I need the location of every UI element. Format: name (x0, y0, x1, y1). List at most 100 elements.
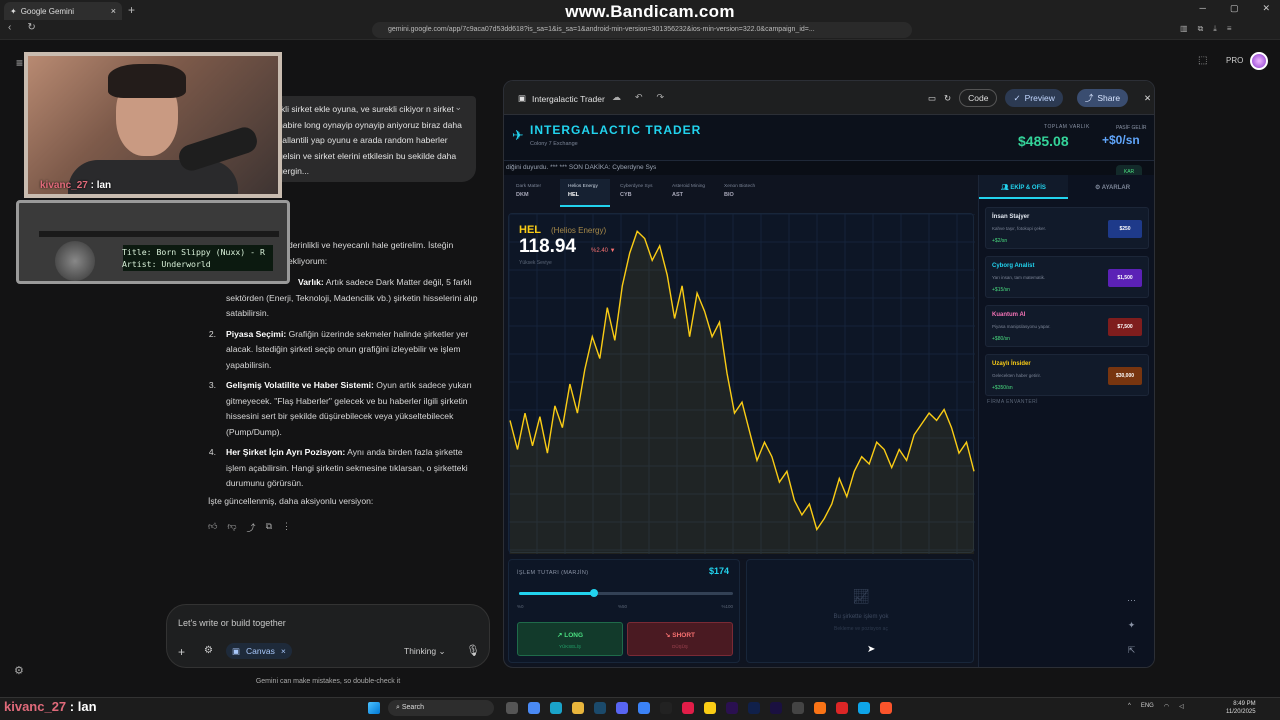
item-heading: Piyasa Seçimi: (226, 328, 287, 339)
cloud-icon[interactable]: ☁ (612, 92, 621, 102)
app-icon[interactable] (814, 702, 826, 714)
lang-indicator[interactable]: ENG (1140, 703, 1154, 709)
menu-icon[interactable]: ≡ (16, 56, 24, 70)
brave-icon[interactable] (880, 702, 892, 714)
app-icon[interactable] (682, 702, 694, 714)
thumbs-up-icon[interactable]: 👍︎ (208, 521, 218, 531)
hire-button[interactable]: $7,500 (1108, 318, 1142, 336)
task-view-icon[interactable] (506, 702, 518, 714)
discord-icon[interactable] (616, 702, 628, 714)
item-heading: Gelişmiş Volatilite ve Haber Sistemi: (226, 380, 374, 390)
download-icon[interactable]: ⤓ (1213, 24, 1217, 33)
company-tab[interactable]: Asteroid Mining AST (664, 179, 714, 207)
hire-button[interactable]: $1,500 (1108, 269, 1142, 287)
taskbar-search[interactable]: ⌕ Search (388, 700, 494, 716)
clock[interactable]: 8:49 PM 11/20/2025 (1226, 700, 1256, 716)
tab-settings[interactable]: ⚙ AYARLAR (1068, 175, 1154, 199)
expand-icon[interactable]: ⇱ (1127, 645, 1136, 655)
chrome-icon[interactable] (528, 702, 540, 714)
margin-label: İŞLEM TUTARI (MARJİN) (517, 570, 589, 576)
sparkle-icon[interactable]: ✦ (1127, 620, 1136, 630)
company-tab[interactable]: Xenon Biotech BIO (716, 179, 766, 207)
windows-start-icon[interactable] (368, 702, 380, 714)
url-field[interactable]: gemini.google.com/app/7c9aca07d53dd618?i… (372, 22, 912, 38)
steam-icon[interactable] (594, 702, 606, 714)
company-tab[interactable]: Helios Energy HEL (560, 179, 610, 207)
code-button[interactable]: Code (959, 89, 998, 107)
company-tab[interactable]: Cyberdyne Sys CYB (612, 179, 662, 207)
app-icon[interactable] (660, 702, 672, 714)
new-tab-icon[interactable]: + (128, 3, 136, 17)
redo-icon[interactable]: ↷ (656, 92, 665, 102)
close-icon[interactable]: × (280, 646, 286, 656)
back-icon[interactable]: ‹ (8, 22, 12, 33)
minimize-icon[interactable]: ─ (1199, 3, 1206, 13)
more-icon[interactable]: ⋮ (282, 521, 291, 531)
prompt-box[interactable] (166, 604, 490, 668)
hire-button[interactable]: $30,000 (1108, 367, 1142, 385)
response-closing: İşte güncellenmiş, daha aksiyonlu versiy… (208, 496, 374, 506)
extensions-icon[interactable]: ⧉ (1197, 24, 1204, 33)
app-icon[interactable] (704, 702, 716, 714)
microphone-icon[interactable]: 🎙︎ (466, 645, 480, 657)
price-line (509, 230, 975, 532)
price-chart: HEL (Helios Energy) 118.94 %2.40 ▼ Yükse… (508, 213, 975, 554)
hire-button[interactable]: $250 (1108, 220, 1142, 238)
after-effects-icon[interactable] (770, 702, 782, 714)
maximize-icon[interactable]: ▢ (1229, 3, 1239, 13)
sidebar-tabs: 👥︎ EKİP & OFİS ⚙ AYARLAR (979, 175, 1154, 199)
app-icon[interactable] (858, 702, 870, 714)
company-tab[interactable]: Dark Matter DKM (508, 179, 558, 207)
list-item: 4. Her Şirket İçin Ayrı Pozisyon: Aynı a… (208, 445, 480, 492)
add-icon[interactable]: + (178, 645, 186, 659)
share-icon[interactable]: ⤴ (246, 523, 256, 533)
volume-icon[interactable]: ◁ (1179, 704, 1184, 710)
edge-icon[interactable] (550, 702, 562, 714)
menu-icon[interactable]: ≡ (1226, 24, 1232, 33)
gear-icon[interactable]: ⚙ (14, 665, 24, 677)
close-tab-icon[interactable]: × (110, 6, 116, 16)
premiere-icon[interactable] (726, 702, 738, 714)
wifi-icon[interactable]: ◠ (1163, 704, 1170, 710)
sidebar-icon[interactable]: ▥ (1180, 24, 1188, 33)
thumbs-down-icon[interactable]: 👎︎ (227, 521, 237, 531)
tab-team[interactable]: 👥︎ EKİP & OFİS (979, 175, 1068, 199)
preview-button[interactable]: ✓ Preview (1005, 89, 1063, 107)
margin-slider[interactable] (519, 589, 733, 597)
copy-icon[interactable]: ⧉ (265, 521, 272, 531)
chevron-down-icon[interactable]: ⌄ (454, 102, 462, 112)
undo-icon[interactable]: ↶ (635, 92, 643, 102)
code-button-label: Code (968, 93, 989, 103)
passive-income-value: +$0/sn (1102, 133, 1140, 147)
long-button[interactable]: ↗ LONG YÜKSELİŞ (517, 622, 623, 656)
reload-icon[interactable]: ↻ (27, 22, 36, 33)
canvas-chip[interactable]: ▣ Canvas × (226, 643, 292, 659)
refresh-icon[interactable]: ↻ (944, 92, 952, 103)
screen-icon[interactable]: ▭ (928, 92, 937, 103)
tools-icon[interactable]: ⚙ (204, 645, 213, 656)
prompt-input[interactable]: Let's write or build together (178, 618, 286, 628)
app-icon[interactable] (792, 702, 804, 714)
short-button[interactable]: ↘ SHORT DÜŞÜŞ (627, 622, 733, 656)
app-icon[interactable] (638, 702, 650, 714)
chevron-up-icon[interactable]: ^ (1128, 703, 1131, 709)
company-tab-name: Helios Energy (568, 184, 598, 189)
grid-icon[interactable]: ⋯ (1127, 595, 1136, 605)
canvas-title-text: Intergalactic Trader (532, 93, 605, 104)
staff-card: Kuantum AI Piyasa manipülasyonu yapar. +$8… (985, 305, 1149, 347)
app-icon[interactable] (836, 702, 848, 714)
share-page-icon[interactable]: ⬚ (1198, 55, 1208, 66)
folder-icon[interactable] (572, 702, 584, 714)
now-playing: Title: Born Slippy (Nuxx) - R Artist: Un… (122, 246, 265, 270)
avatar[interactable] (1250, 52, 1268, 70)
model-selector[interactable]: Thinking ⌄ (404, 646, 446, 656)
passive-income-label: PASİF GELİR (1116, 125, 1147, 131)
slider-tick: %50 (617, 604, 627, 609)
close-window-icon[interactable]: ✕ (1262, 3, 1270, 13)
close-icon[interactable]: ✕ (1144, 92, 1152, 103)
browser-tab[interactable]: ✦ Google Gemini × (4, 2, 122, 20)
media-encoder-icon[interactable] (748, 702, 760, 714)
company-tab-symbol: BIO (724, 192, 734, 198)
margin-slider-thumb[interactable] (589, 589, 598, 597)
share-button[interactable]: ⤴ Share (1076, 89, 1129, 107)
